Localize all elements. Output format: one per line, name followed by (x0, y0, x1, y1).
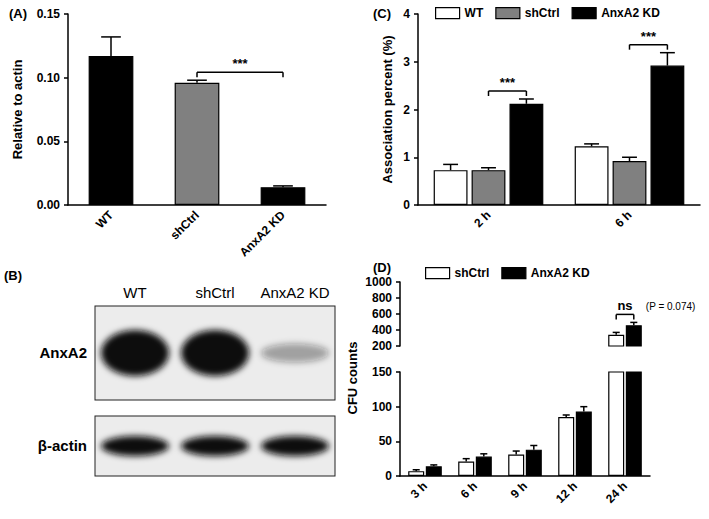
svg-text:3 h: 3 h (408, 479, 430, 501)
svg-text:0: 0 (403, 198, 410, 212)
svg-text:***: *** (500, 75, 516, 90)
svg-text:AnxA2 KD: AnxA2 KD (237, 208, 289, 260)
svg-text:(C): (C) (373, 6, 391, 21)
svg-text:4: 4 (403, 7, 410, 21)
svg-text:(D): (D) (373, 260, 391, 275)
svg-text:Relative to actin: Relative to actin (10, 60, 25, 160)
svg-text:AnxA2: AnxA2 (39, 344, 87, 361)
svg-text:400: 400 (372, 323, 392, 337)
svg-text:***: *** (232, 56, 248, 71)
svg-text:***: *** (641, 29, 657, 44)
svg-text:0: 0 (385, 469, 392, 483)
svg-text:24 h: 24 h (603, 479, 630, 506)
svg-text:(B): (B) (4, 268, 22, 283)
svg-text:6 h: 6 h (458, 479, 480, 501)
svg-text:ns: ns (617, 298, 632, 313)
svg-text:WT: WT (93, 208, 117, 232)
svg-text:2 h: 2 h (471, 208, 493, 230)
svg-text:12 h: 12 h (553, 479, 580, 506)
svg-text:WT: WT (123, 284, 146, 301)
svg-text:100: 100 (372, 400, 392, 414)
svg-text:6 h: 6 h (612, 208, 634, 230)
svg-text:AnxA2 KD: AnxA2 KD (601, 6, 660, 20)
svg-text:3: 3 (403, 55, 410, 69)
svg-text:β-actin: β-actin (38, 437, 87, 454)
svg-text:0.05: 0.05 (37, 134, 61, 148)
svg-text:shCtrl: shCtrl (455, 266, 490, 280)
svg-text:CFU counts: CFU counts (345, 342, 360, 415)
svg-text:(A): (A) (9, 6, 27, 21)
svg-text:shCtrl: shCtrl (168, 208, 202, 242)
svg-text:600: 600 (372, 307, 392, 321)
svg-text:0.10: 0.10 (37, 71, 61, 85)
svg-text:9 h: 9 h (508, 479, 530, 501)
svg-text:shCtrl: shCtrl (525, 6, 560, 20)
svg-text:1000: 1000 (365, 275, 392, 289)
svg-text:AnxA2 KD: AnxA2 KD (260, 284, 329, 301)
svg-text:1: 1 (403, 150, 410, 164)
svg-text:150: 150 (372, 365, 392, 379)
svg-text:WT: WT (465, 6, 484, 20)
svg-text:0.15: 0.15 (37, 7, 61, 21)
svg-text:0.00: 0.00 (37, 198, 61, 212)
svg-text:shCtrl: shCtrl (195, 284, 234, 301)
svg-text:800: 800 (372, 291, 392, 305)
svg-text:AnxA2 KD: AnxA2 KD (531, 266, 590, 280)
svg-text:(P = 0.074): (P = 0.074) (646, 301, 696, 312)
svg-text:200: 200 (372, 339, 392, 353)
svg-text:Association percent (%): Association percent (%) (380, 35, 395, 183)
svg-text:2: 2 (403, 103, 410, 117)
svg-text:50: 50 (379, 434, 393, 448)
